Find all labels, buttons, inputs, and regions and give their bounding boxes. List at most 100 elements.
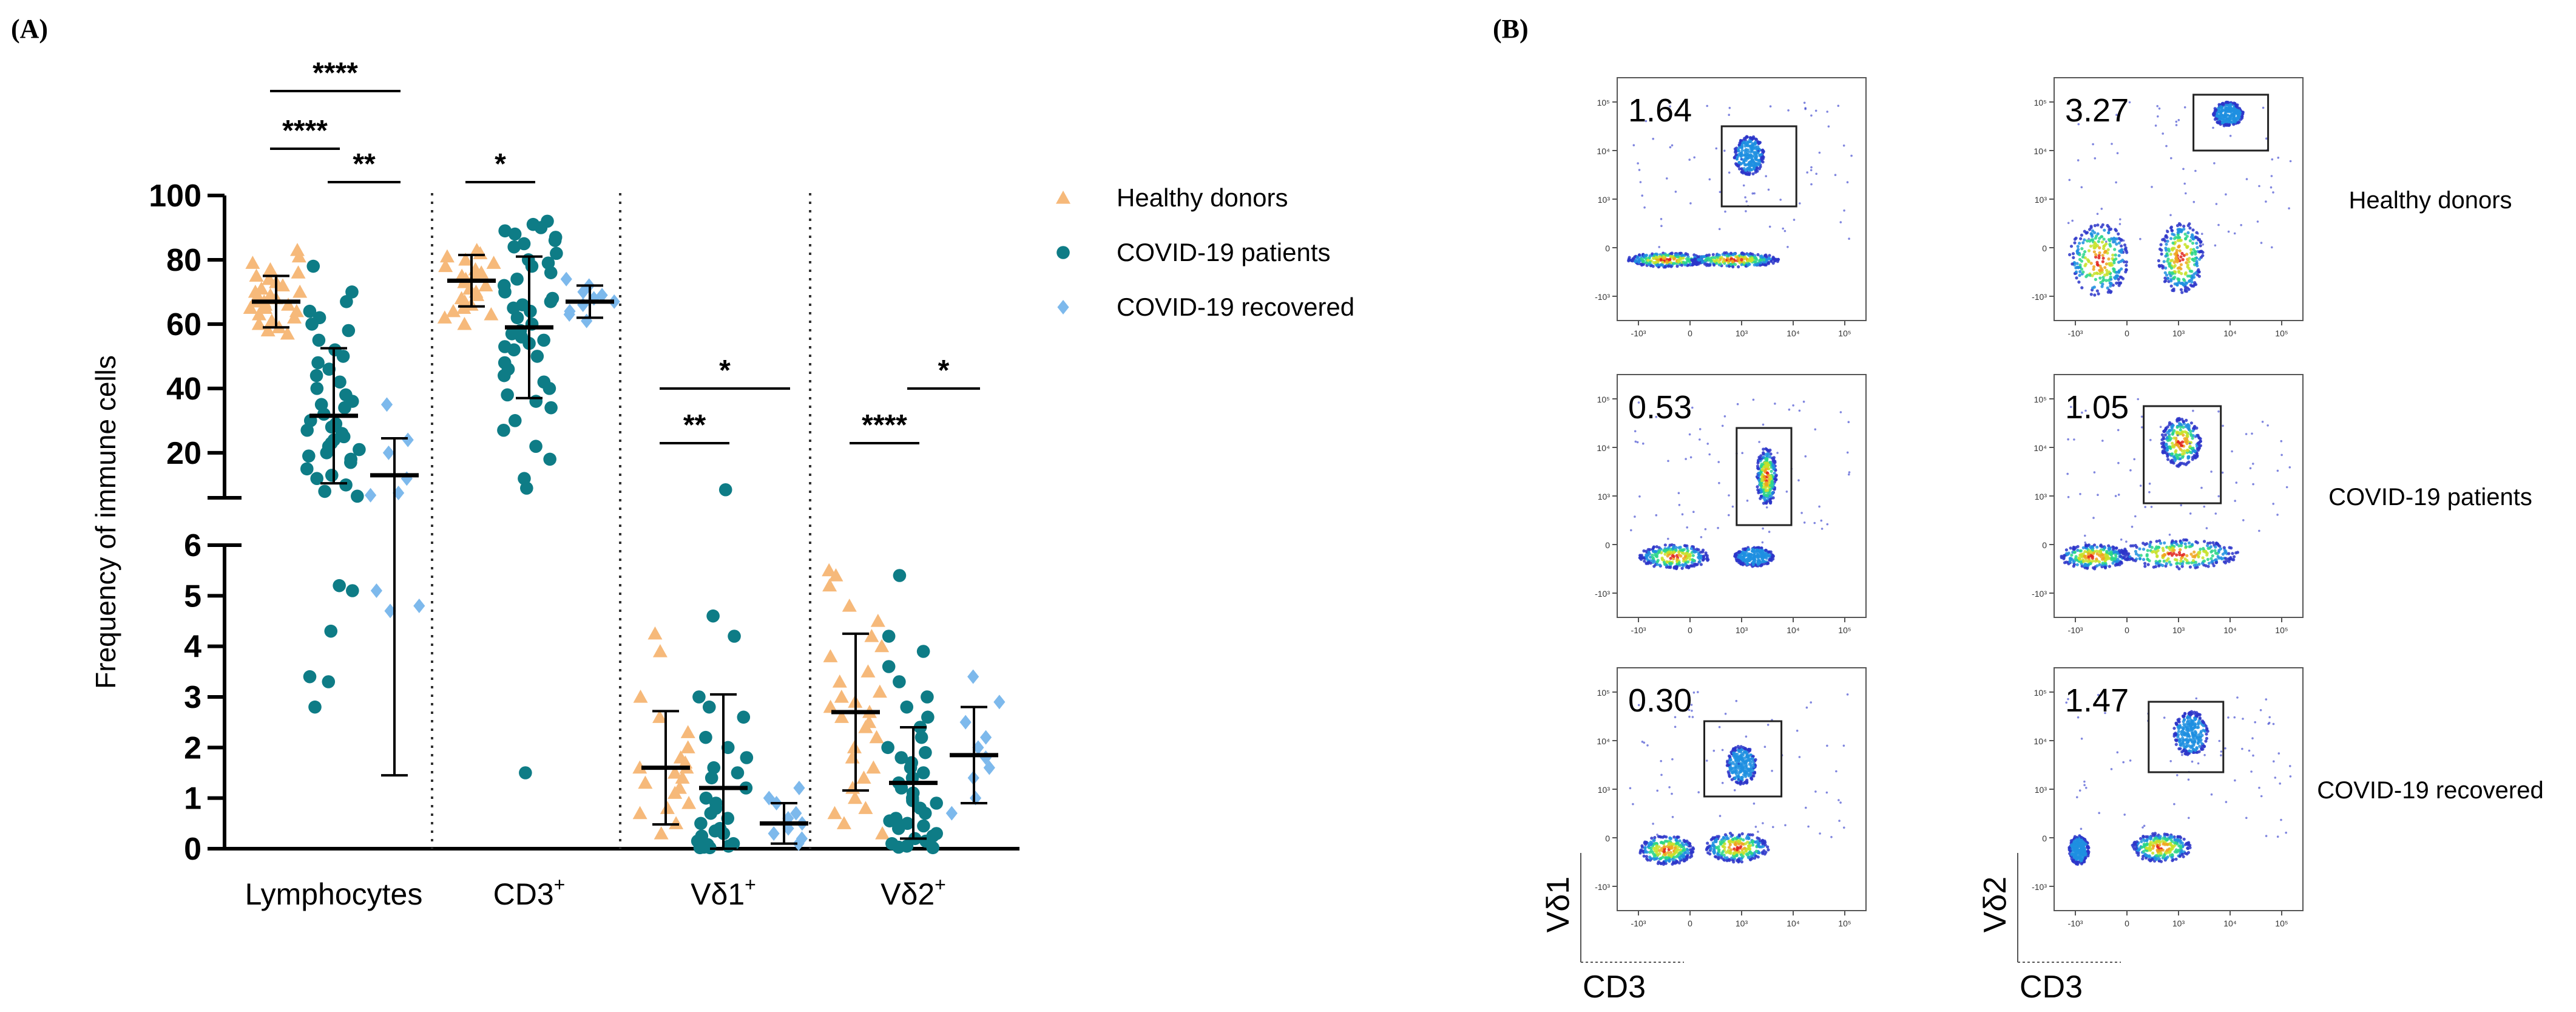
flow-event: [2068, 253, 2072, 257]
flow-event: [2073, 550, 2077, 554]
flow-event: [2182, 452, 2186, 455]
flow-event: [1746, 548, 1750, 551]
flow-event: [2192, 248, 2196, 251]
flow-event: [2167, 247, 2171, 251]
flow-event: [1768, 225, 1771, 228]
flow-event: [1671, 792, 1673, 795]
data-point: [303, 670, 317, 684]
flow-event: [2196, 246, 2199, 250]
flow-event: [2115, 242, 2118, 246]
flow-event: [1649, 843, 1652, 846]
data-point: [498, 285, 512, 299]
flow-event: [2075, 265, 2079, 269]
series-group: [881, 569, 943, 855]
flow-event: [1682, 557, 1686, 560]
flow-event: [2111, 143, 2113, 145]
flow-event: [2089, 225, 2093, 228]
flow-event: [2189, 552, 2193, 556]
flow-event: [2194, 271, 2198, 274]
flow-event: [1762, 423, 1765, 426]
flow-event: [2162, 437, 2166, 441]
flow-event: [1666, 264, 1671, 268]
flow-event: [2169, 284, 2173, 288]
significance-label: *: [495, 148, 506, 180]
flow-event: [1695, 563, 1699, 566]
flow-event: [2194, 169, 2197, 172]
flow-event: [2241, 112, 2245, 116]
flow-event: [1754, 163, 1757, 166]
flow-event: [2163, 541, 2166, 545]
data-point: [310, 382, 324, 395]
flow-event: [1655, 416, 1657, 418]
flow-event: [2175, 562, 2179, 565]
flow-event: [1709, 259, 1713, 263]
plot-y-tick-label: 10⁴: [1597, 146, 1610, 156]
flow-event: [2106, 248, 2110, 251]
flow-event: [1647, 550, 1651, 554]
gate-percentage: 0.53: [1628, 389, 1692, 426]
flow-event: [1667, 460, 1669, 463]
y-tick-label: 1: [184, 781, 201, 817]
flow-event: [2118, 282, 2122, 285]
flow-event: [1768, 477, 1772, 480]
series-group: [497, 214, 563, 779]
flow-event: [2175, 260, 2179, 263]
flow-event: [2199, 244, 2202, 248]
flow-event: [2094, 253, 2098, 257]
flow-event: [2124, 246, 2128, 250]
flow-event: [2144, 506, 2146, 508]
flow-event: [1724, 713, 1727, 715]
series-group: [822, 563, 890, 840]
flow-event: [1699, 428, 1702, 430]
flow-event: [2083, 555, 2087, 559]
data-point: [507, 343, 521, 357]
flow-event: [2252, 463, 2254, 465]
flow-event: [2192, 426, 2196, 429]
data-point: [793, 836, 805, 851]
data-point: [864, 629, 879, 642]
data-point: [782, 811, 794, 826]
data-point: [344, 455, 357, 469]
flow-event: [2190, 284, 2194, 288]
plot-y-tick-label: 10⁵: [2034, 688, 2047, 698]
data-point: [917, 819, 930, 833]
data-point: [652, 644, 668, 657]
plot-y-tick-label: 10⁵: [2034, 98, 2047, 107]
flow-event: [1746, 855, 1750, 860]
y-tick-label: 3: [184, 680, 201, 715]
flow-event: [1753, 192, 1756, 195]
flow-event: [1665, 260, 1669, 263]
flow-event: [2229, 135, 2232, 137]
significance-label: ****: [282, 115, 328, 147]
flow-event: [1740, 145, 1743, 149]
flow-event: [2100, 240, 2104, 244]
flow-event: [2143, 565, 2147, 568]
flow-event: [2196, 447, 2199, 451]
flow-event: [2265, 137, 2268, 140]
flow-event: [2229, 106, 2233, 110]
flow-event: [1693, 550, 1697, 554]
flow-event: [1632, 144, 1635, 146]
data-point: [706, 609, 720, 623]
significance-label: ****: [313, 57, 358, 89]
plot-x-tick-label: 10⁴: [1787, 328, 1800, 338]
flow-event: [2097, 240, 2100, 243]
flow-event: [2101, 256, 2105, 260]
flow-event: [2084, 541, 2086, 544]
flow-event: [2215, 203, 2218, 205]
flow-event: [1717, 835, 1720, 838]
flow-event: [2168, 264, 2171, 268]
data-point: [302, 449, 316, 463]
flow-event: [2245, 433, 2248, 435]
flow-event: [2143, 562, 2147, 565]
flow-event: [1748, 847, 1751, 851]
flow-event: [2117, 277, 2120, 281]
legend-marker-circle: [1056, 246, 1070, 259]
flow-event: [1742, 184, 1745, 187]
flow-event: [2139, 554, 2143, 557]
flow-event: [2105, 268, 2109, 272]
flow-event: [1765, 471, 1769, 475]
flow-event: [1691, 716, 1694, 718]
flow-event: [2210, 549, 2214, 553]
flow-event: [2183, 106, 2186, 109]
